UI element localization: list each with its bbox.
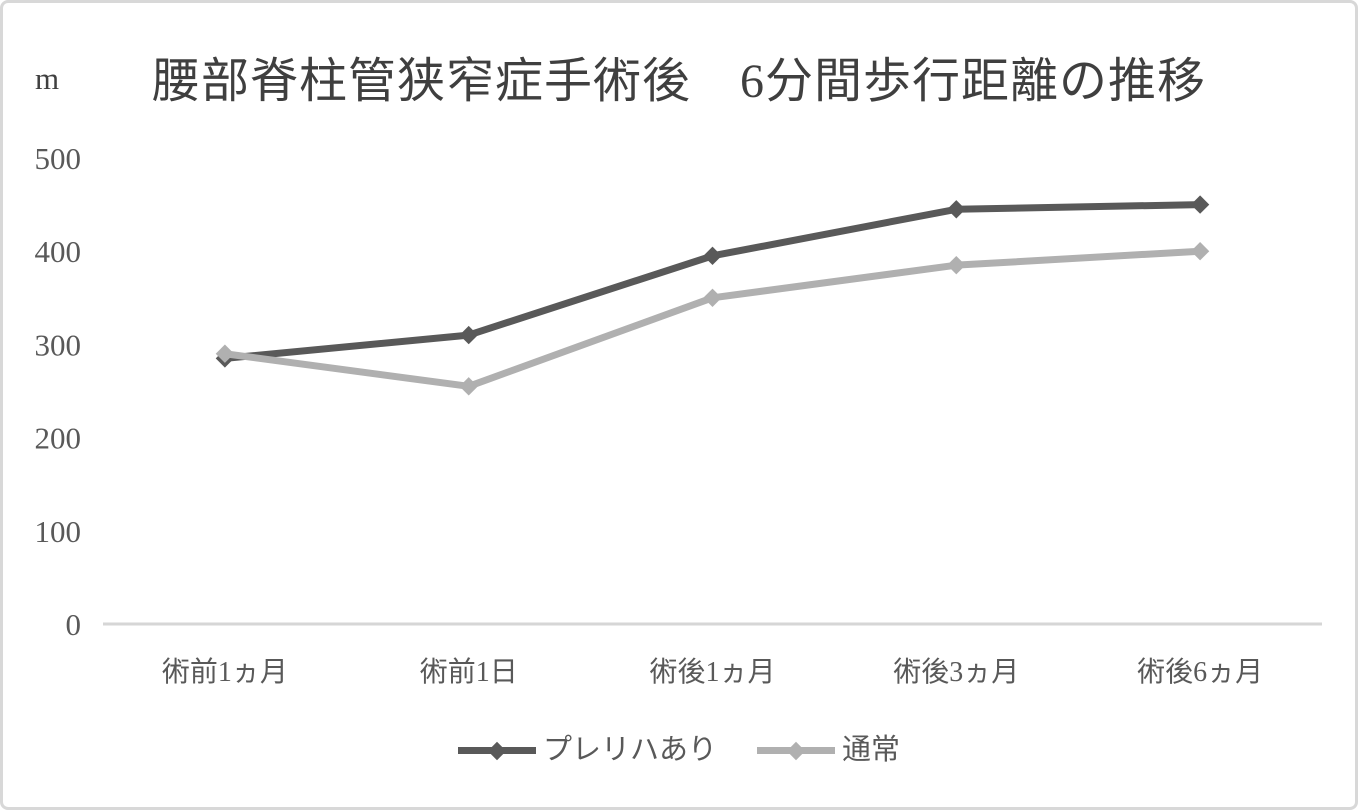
series-line: [221, 247, 1204, 390]
legend-entry: プレリハあり: [457, 734, 717, 766]
data-point-marker: [947, 255, 966, 275]
legend-line-sample: [757, 741, 835, 760]
x-axis-category-label: 術後6ヵ月: [1137, 656, 1263, 688]
x-axis-category-label: 術前1ヵ月: [162, 656, 288, 688]
x-axis-category-label: 術前1日: [420, 656, 518, 688]
legend-label: プレリハあり: [542, 734, 717, 766]
legend-label: 通常: [842, 734, 901, 766]
x-axis-category-label: 術後1ヵ月: [649, 656, 775, 688]
series-line: [221, 201, 1204, 362]
legend-marker-icon: [487, 741, 507, 760]
y-axis-tick-label: 500: [35, 141, 82, 176]
legend-marker-icon: [786, 741, 806, 760]
data-point-marker: [703, 246, 722, 266]
x-axis-category-label: 術後3ヵ月: [893, 656, 1019, 688]
y-axis-tick-label: 100: [35, 514, 82, 549]
chart-title: 腰部脊柱管狭窄症手術後 6分間歩行距離の推移: [151, 55, 1206, 108]
y-axis-tick-label: 0: [66, 607, 82, 642]
data-point-marker: [459, 377, 478, 396]
y-axis-tick-label: 200: [35, 421, 82, 456]
data-point-marker: [1190, 195, 1210, 214]
data-point-marker: [703, 288, 722, 307]
data-point-marker: [215, 344, 235, 363]
y-axis-tick-label: 400: [35, 234, 82, 269]
plot-area: 0 100 200 300 400 500 術前1ヵ月 術前1日 術後1ヵ月 術後3ヵ月 術後6ヵ月: [35, 141, 1322, 688]
y-axis-tick-label: 300: [35, 327, 82, 362]
data-point-marker: [459, 325, 478, 345]
legend-entry: 通常: [757, 736, 900, 765]
legend-line-sample: [457, 741, 536, 760]
data-point-marker: [947, 200, 966, 219]
y-axis-unit-label: m: [35, 61, 60, 96]
legend: プレリハあり 通常: [3, 736, 1355, 765]
data-point-marker: [1190, 242, 1210, 261]
